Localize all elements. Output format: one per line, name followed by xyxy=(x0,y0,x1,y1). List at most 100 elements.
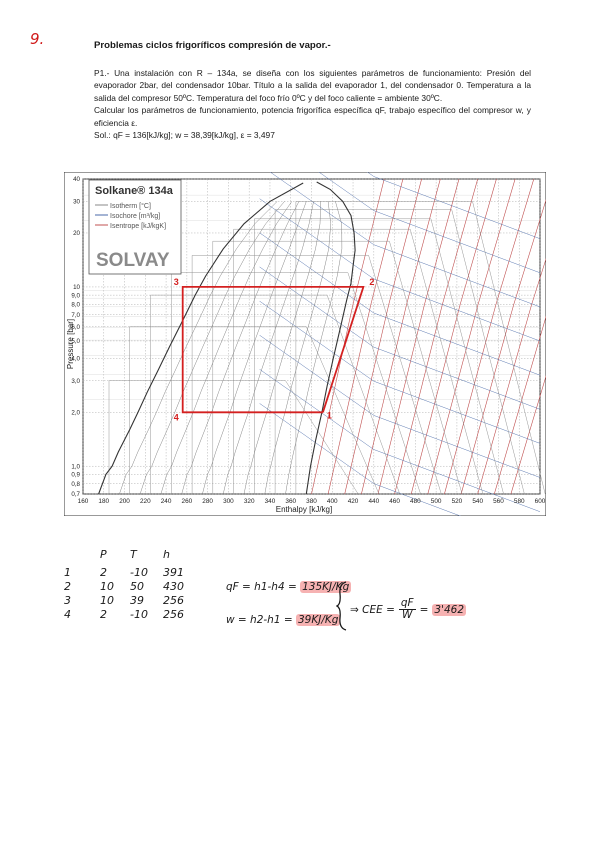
saturation-dome xyxy=(98,181,356,495)
isotherm-line xyxy=(212,240,463,495)
x-tick-label: 360 xyxy=(285,498,296,505)
x-tick-label: 260 xyxy=(182,498,193,505)
cee-fraction: qF W xyxy=(398,597,416,621)
y-tick-label: 9,0 xyxy=(71,292,80,299)
isochore-line xyxy=(259,266,541,410)
quality-line xyxy=(243,201,322,495)
isentrope-line xyxy=(327,178,404,495)
x-tick-label: 400 xyxy=(327,498,338,505)
quality-line xyxy=(181,201,300,495)
isentrope-line xyxy=(377,178,460,495)
x-tick-label: 480 xyxy=(410,498,421,505)
isotherm-line xyxy=(274,209,525,495)
isotherm-line xyxy=(233,228,484,495)
y-tick-label: 3,0 xyxy=(71,378,80,385)
x-tick-label: 180 xyxy=(98,498,109,505)
cell-t: -10 xyxy=(130,608,148,621)
saturated-liquid-line xyxy=(98,182,304,495)
x-tick-label: 540 xyxy=(472,498,483,505)
cell-t: 50 xyxy=(130,580,144,593)
x-tick-label: 560 xyxy=(493,498,504,505)
col-header-t: T xyxy=(130,548,137,561)
cycle-point-label: 1 xyxy=(327,410,332,420)
w-equation: w = h2-h1 = 39KJ/Kg xyxy=(226,614,341,626)
cee-equals: = xyxy=(419,603,429,616)
problem-solution: Sol.: qF = 136[kJ/kg]; w = 38,39[kJ/kg],… xyxy=(94,130,275,141)
cee-result: 3'462 xyxy=(432,603,467,616)
axis-ticks: 160 180 200 220 240 260 280 300 320 340 360 380 400 4… xyxy=(71,176,545,505)
cell-p: 2 xyxy=(100,608,107,621)
legend-title: Solkane® 134a xyxy=(95,185,174,197)
isochore-line xyxy=(269,172,541,308)
legend-isotherm: Isotherm [°C] xyxy=(110,202,151,210)
solvay-logo: SOLVAY xyxy=(96,250,170,271)
problem-paragraph-1: P1.- Una instalación con R – 134a, se di… xyxy=(94,68,531,103)
cee-label: ⇒ CEE = xyxy=(350,603,395,616)
x-tick-label: 240 xyxy=(161,498,172,505)
y-tick-label: 0,7 xyxy=(71,491,80,498)
state-id: 4 xyxy=(64,608,71,621)
x-tick-label: 600 xyxy=(535,498,546,505)
x-tick-label: 580 xyxy=(514,498,525,505)
isotherm-line xyxy=(171,272,421,495)
cell-h: 430 xyxy=(163,580,184,593)
isotherm-line xyxy=(191,255,442,495)
col-header-p: P xyxy=(100,548,107,561)
cell-p: 10 xyxy=(100,594,114,607)
isotherm-line xyxy=(254,218,504,495)
cee-equation: ⇒ CEE = qF W = 3'462 xyxy=(350,597,467,621)
y-tick-label: 30 xyxy=(73,199,80,206)
isochore-line xyxy=(259,369,541,512)
cycle-point-label: 4 xyxy=(174,412,179,422)
y-tick-label: 2,0 xyxy=(71,409,80,416)
page-title: Problemas ciclos frigoríficos compresión… xyxy=(94,40,331,51)
cee-denominator: W xyxy=(402,609,413,621)
saturated-vapor-line xyxy=(305,181,356,495)
ph-diagram: 1 2 3 4 160 180 200 220 240 260 280 300 320 340 360 38… xyxy=(64,172,546,516)
cycle-point-label: 2 xyxy=(369,277,374,287)
x-tick-label: 440 xyxy=(368,498,379,505)
cell-p: 10 xyxy=(100,580,114,593)
curly-brace xyxy=(336,581,347,631)
x-tick-label: 380 xyxy=(306,498,317,505)
problem-paragraph-2: Calcular los parámetros de funcionamient… xyxy=(94,105,531,128)
x-tick-label: 500 xyxy=(431,498,442,505)
cycle: 1 2 3 4 xyxy=(174,277,375,422)
cell-h: 256 xyxy=(163,608,184,621)
x-tick-label: 200 xyxy=(119,498,130,505)
isentrope-line xyxy=(344,178,422,495)
quality-line xyxy=(160,201,292,495)
quality-line xyxy=(222,201,314,495)
isentrope-line xyxy=(410,178,497,495)
cycle-path xyxy=(181,286,365,414)
qf-result: 135KJ/Kg xyxy=(300,581,352,593)
y-tick-label: 8,0 xyxy=(71,302,80,309)
isentrope-line xyxy=(311,178,385,495)
state-id: 1 xyxy=(64,566,71,579)
isotherm-line xyxy=(150,294,401,495)
state-id: 3 xyxy=(64,594,71,607)
legend-isochore: Isochore [m³/kg] xyxy=(110,213,160,220)
property-lines xyxy=(108,172,546,516)
isotherm-line xyxy=(295,201,546,495)
x-tick-label: 420 xyxy=(348,498,359,505)
legend-box: Solkane® 134a Isotherm [°C] Isochore [m³… xyxy=(88,179,182,275)
isochore-line xyxy=(259,403,462,516)
col-header-h: h xyxy=(163,548,170,561)
y-tick-label: 6,0 xyxy=(71,324,80,331)
qf-expression: qF = h1-h4 = xyxy=(226,581,297,593)
isochore-line xyxy=(259,335,541,478)
w-expression: w = h2-h1 = xyxy=(226,614,293,626)
y-tick-label: 10 xyxy=(73,284,80,291)
x-tick-label: 300 xyxy=(223,498,234,505)
x-tick-label: 460 xyxy=(389,498,400,505)
quality-line xyxy=(119,201,278,495)
y-tick-label: 40 xyxy=(73,176,80,183)
cell-h: 256 xyxy=(163,594,184,607)
y-tick-label: 7,0 xyxy=(71,312,80,319)
x-tick-label: 280 xyxy=(202,498,213,505)
isentrope-line xyxy=(460,199,546,495)
isochore-line xyxy=(259,232,541,376)
isentrope-line xyxy=(477,257,546,495)
cee-numerator: qF xyxy=(398,597,416,610)
